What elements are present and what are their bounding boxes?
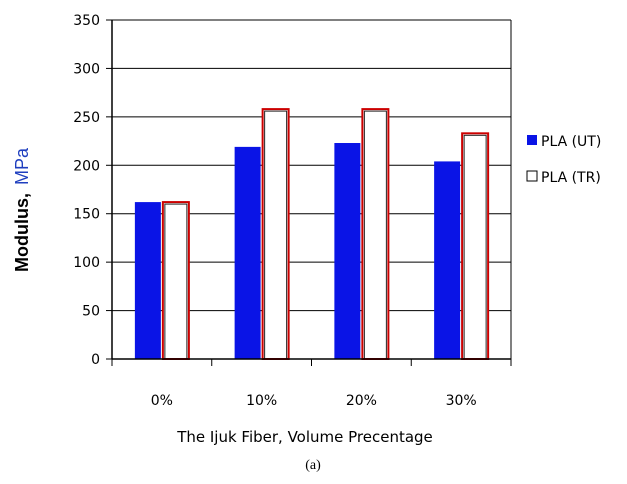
figure-caption: (a) [305,458,321,473]
legend-swatch-pla-tr [526,170,538,182]
y-tick-label: 150 [73,207,100,223]
bar-pla-ut-0pct [134,202,161,359]
x-tick-label: 30% [446,393,477,409]
x-tick-label: 10% [246,393,277,409]
y-tick-label: 300 [73,61,100,77]
legend-label-pla-tr: PLA (TR) [541,170,601,186]
y-tick-label: 350 [73,13,100,29]
x-tick-labels: 0% 10% 20% 30% [151,393,477,409]
bar-pla-tr-0pct [161,201,190,360]
axes [106,19,512,366]
x-tick-label: 20% [346,393,377,409]
legend-label-pla-ut: PLA (UT) [541,134,601,150]
y-tick-label: 50 [82,304,100,320]
y-axis-label: Modulus, MPa [12,147,32,272]
bar-pla-tr-30pct [461,132,490,360]
bar-pla-ut-20pct [334,143,361,359]
bar-pla-ut-10pct [234,146,261,359]
x-tick-label: 0% [151,393,173,409]
y-tick-labels: 0 50 100 150 200 250 300 350 [73,13,100,368]
bar-pla-tr-10pct [261,108,290,361]
y-axis-label-text: Modulus, [12,193,32,272]
bar-pla-tr-20pct [361,108,390,361]
y-axis-label-unit: MPa [12,147,32,185]
y-tick-label: 100 [73,255,100,271]
y-tick-label: 250 [73,110,100,126]
legend-swatch-pla-ut [527,135,537,145]
bar-pla-ut-30pct [434,161,461,359]
x-axis-label: The Ijuk Fiber, Volume Precentage [176,428,433,446]
legend: PLA (UT) PLA (TR) [526,134,601,186]
y-tick-label: 200 [73,158,100,174]
y-tick-label: 0 [91,352,100,368]
bars [134,108,490,361]
